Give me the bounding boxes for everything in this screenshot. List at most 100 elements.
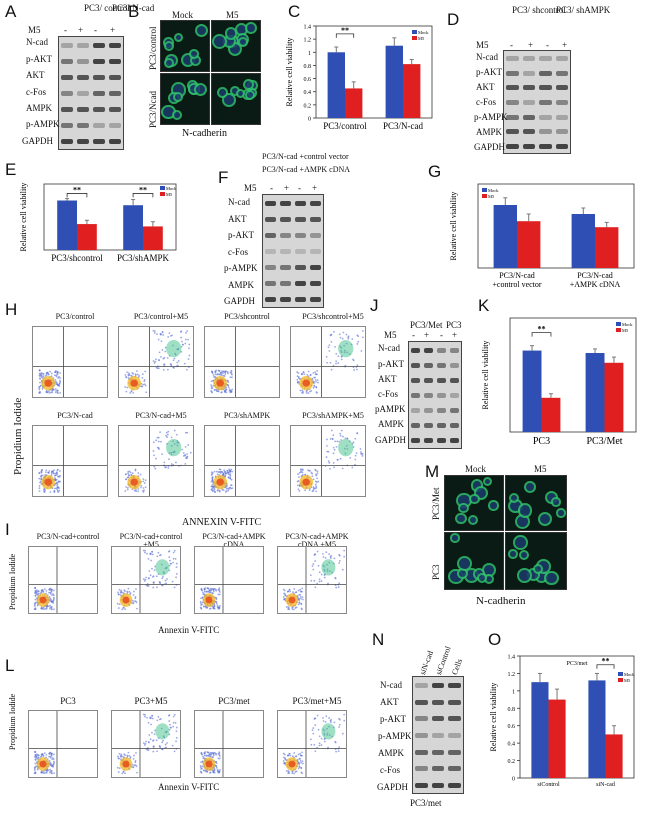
flow-dot [126,386,129,389]
flow-dot [139,486,142,489]
flow-dot [337,355,340,358]
flow-dot [335,362,337,365]
flow-plot-title: PC3/shcontrol+M5 [302,312,364,321]
flow-dot [218,471,221,473]
flow-dot [301,390,304,393]
flow-dot [41,469,44,471]
flow-dot [40,471,43,474]
flow-dot [211,477,214,480]
flow-dot [43,488,46,491]
flow-dot [160,440,162,443]
m5-sign: - [298,183,301,193]
flow-dot [216,373,219,376]
flow-dot [203,605,206,608]
flow-dot [184,457,187,460]
flow-dot [218,590,221,592]
density-peak [288,760,296,768]
flow-dot [215,390,218,393]
flow-dot [154,467,157,470]
flow-dot [201,753,204,756]
flow-dot [136,607,138,610]
flow-dot [142,480,145,483]
bar-m5 [541,397,561,432]
row-label: AKT [26,70,45,80]
flow-dot [177,360,180,362]
flow-dot [184,431,187,434]
flow-dot [286,754,289,757]
blot-band [522,114,535,120]
flow-dot [142,742,145,744]
flow-dot [34,587,36,589]
flow-dot [134,761,137,764]
blot-band [265,297,276,302]
flow-dot [200,761,202,764]
flow-dot [161,349,164,351]
flow-dot [338,562,341,564]
flow-dot [128,754,131,757]
col-label-m5: M5 [534,464,547,474]
legend-label: Mock [624,672,635,677]
flow-dot [353,369,356,371]
flow-dot [343,719,346,722]
flow-dot [325,715,328,718]
flow-scatter-svg [112,711,180,777]
flow-dot [53,388,55,391]
col-label-pc3-met: PC3/Met [410,320,443,330]
flow-dot [153,569,156,572]
legend-label: Mock [418,30,429,35]
y-axis-label: Relative cell viability [285,38,294,107]
y-tick-label: 1.2 [508,672,516,678]
flow-dot [299,752,302,755]
flow-dot [33,605,36,607]
flow-dot [39,385,42,388]
flow-dot [145,391,148,394]
flow-dot [153,330,156,332]
flow-dot [211,479,214,482]
flow-dot [318,571,321,574]
flow-dot [335,750,338,753]
flow-dot [51,389,54,392]
flow-dot [126,755,129,758]
flow-dot [157,551,160,554]
flow-dot [53,608,55,611]
flow-dot [143,383,146,386]
flow-dot [324,721,327,723]
blot-band [280,249,291,254]
blot-band [93,59,105,64]
blot-band [93,107,105,112]
flow-dot [34,758,37,761]
y-axis-label: Relative cell viability [449,192,458,261]
flow-dot [305,391,308,394]
blot-band [506,85,519,91]
flow-dot [127,474,130,477]
flow-dot [328,461,331,464]
flow-dot [128,373,131,376]
flow-dot [39,377,41,380]
density-apoptotic [166,339,182,358]
blot-band [310,297,321,302]
bar-m5 [143,226,163,250]
flow-dot [35,756,38,758]
flow-dot [355,452,358,454]
flow-dot [175,737,178,739]
col-label-sin-cad: siN-cad [418,649,435,677]
flow-dot [283,598,286,601]
bar-mock [57,200,77,250]
flow-dot [38,372,41,375]
cell [189,49,200,59]
flow-scatter-plot [32,326,108,398]
flow-scatter-plot [118,425,194,497]
flow-dot [308,489,311,492]
density-apoptotic [155,559,170,576]
flow-dot [231,487,234,489]
flow-dot [228,388,231,391]
flow-dot [332,434,335,437]
flow-dot [144,742,147,745]
y-tick-label: 1 [512,689,515,695]
flow-dot [124,374,127,376]
flow-dot [211,370,213,373]
cell [216,86,228,98]
flow-dot [229,476,232,478]
blot-band [93,123,105,128]
blot-band [411,438,420,444]
